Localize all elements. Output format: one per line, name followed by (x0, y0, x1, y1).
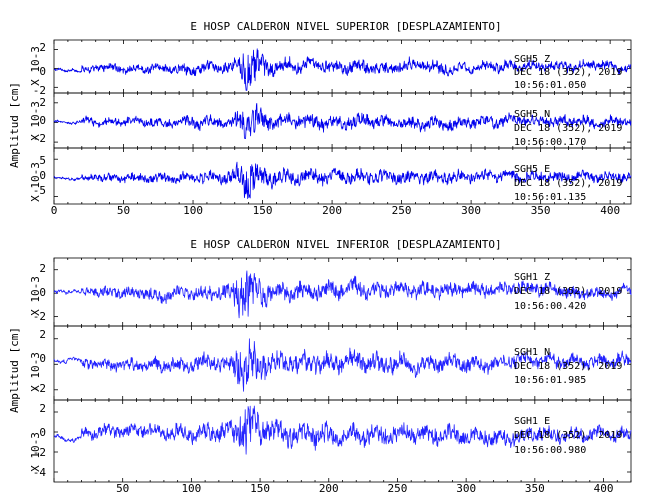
station-label: SGH1 N (514, 347, 550, 358)
time-label: 10:56:01.985 (514, 375, 586, 386)
x-tick-label: 300 (461, 204, 481, 217)
x-tick-label: 150 (250, 482, 270, 495)
x-tick-label: 50 (116, 482, 129, 495)
station-label: SGH5 N (514, 109, 550, 120)
x-tick-label: 350 (525, 482, 545, 495)
y-tick-label: -2 (33, 446, 46, 459)
y-tick-label: -2 (33, 84, 46, 97)
time-label: 10:56:01.050 (514, 80, 586, 91)
x-axis-top: 0 50 100 150 200 250 300 350 400 (51, 204, 620, 217)
date-label: DEC 18 (352), 2019 (514, 361, 622, 372)
y-tick-label: -4 (33, 466, 47, 479)
date-label: DEC 18 (352), 2019 (514, 67, 622, 78)
station-label: SGH5 E (514, 164, 550, 175)
y-tick-label: 0 (39, 286, 46, 299)
y-tick-label: 2 (39, 402, 46, 415)
y-tick-label: 2 (39, 262, 46, 275)
tick-marks (53, 400, 632, 482)
scale-label: X 10-3 (29, 432, 42, 472)
chart-title-top: E HOSP CALDERON NIVEL SUPERIOR [DESPLAZA… (190, 20, 501, 33)
x-tick-label: 150 (253, 204, 273, 217)
tick-marks (53, 148, 631, 204)
x-tick-label: 200 (322, 204, 342, 217)
time-label: 10:56:00.980 (514, 445, 586, 456)
scale-label: X 10-3 (29, 46, 42, 86)
x-tick-label: 250 (388, 482, 408, 495)
station-label: SGH1 Z (514, 272, 550, 283)
chart-top: E HOSP CALDERON NIVEL SUPERIOR [DESPLAZA… (8, 20, 632, 217)
y-tick-label: 0 (39, 65, 46, 78)
y-tick-label: -2 (33, 382, 46, 395)
panel-sgh5-n: X 10-3 2 0 -2 SGH5 N DEC 18 (352), 2019 … (29, 92, 632, 149)
x-tick-label: 0 (51, 204, 58, 217)
y-tick-label: -2 (33, 132, 46, 145)
panel-sgh5-z: X 10-3 2 0 -2 SGH5 Z DEC 18 (352), 2019 … (29, 39, 632, 97)
scale-label: X 10-3 (29, 101, 42, 141)
x-tick-label: 250 (392, 204, 412, 217)
time-label: 10:56:00.170 (514, 137, 586, 148)
scale-label: X 10-3 (29, 352, 42, 392)
y-tick-label: 2 (39, 41, 46, 54)
station-label: SGH5 Z (514, 54, 550, 65)
scale-label: X 10-3 (29, 276, 42, 316)
waveform-trace-sgh1-z (53, 270, 632, 319)
y-tick-label: 0 (39, 114, 46, 127)
x-tick-label: 200 (319, 482, 339, 495)
x-tick-label: 100 (181, 482, 201, 495)
x-axis-bottom: 50 100 150 200 250 300 350 400 (116, 482, 613, 495)
x-tick-label: 300 (456, 482, 476, 495)
chart-bottom: E HOSP CALDERON NIVEL INFERIOR [DESPLAZA… (8, 238, 632, 495)
x-tick-label: 50 (117, 204, 130, 217)
date-label: DEC 18 (352), 2019 (514, 178, 622, 189)
panel-sgh1-n: X 10-3 2 0 -2 SGH1 N DEC 18 (352), 2019 … (29, 325, 632, 401)
scale-label: X 10-3 (29, 162, 42, 202)
panel-frame (53, 399, 632, 483)
panel-sgh1-e: X 10-3 2 0 -2 -4 SGH1 E DEC 18 (352), 20… (29, 399, 632, 483)
x-tick-label: 400 (600, 204, 620, 217)
x-tick-label: 400 (594, 482, 614, 495)
time-label: 10:56:01.135 (514, 192, 586, 203)
time-label: 10:56:00.420 (514, 301, 586, 312)
tick-marks (53, 258, 632, 326)
y-tick-label: -5 (33, 184, 46, 197)
waveform-trace-sgh5-z (53, 48, 632, 91)
panel-sgh5-e: X 10-3 5 0 -5 SGH5 E DEC 18 (352), 2019 … (29, 147, 632, 205)
date-label: DEC 18 (352), 2019 (514, 123, 622, 134)
y-tick-label: 2 (39, 96, 46, 109)
x-tick-label: 100 (183, 204, 203, 217)
y-axis-label-bottom: Amplitud [cm] (8, 327, 21, 413)
x-tick-label: 350 (531, 204, 551, 217)
waveform-trace-sgh5-e (53, 161, 632, 200)
y-tick-label: 5 (39, 154, 46, 167)
y-tick-label: -2 (33, 310, 46, 323)
waveform-trace-sgh1-n (53, 338, 632, 392)
y-tick-label: 0 (39, 169, 46, 182)
date-label: DEC 18 (352), 2019 (514, 430, 622, 441)
y-tick-label: 0 (39, 426, 46, 439)
y-axis-label-top: Amplitud [cm] (8, 82, 21, 168)
chart-title-bottom: E HOSP CALDERON NIVEL INFERIOR [DESPLAZA… (190, 238, 501, 251)
station-label: SGH1 E (514, 416, 550, 427)
panel-sgh1-z: X 10-3 2 0 -2 SGH1 Z DEC 18 (352), 2019 … (29, 257, 632, 327)
waveform-trace-sgh1-e (53, 405, 632, 455)
date-label: DEC 18 (352), 2019 (514, 286, 622, 297)
y-tick-label: 0 (39, 352, 46, 365)
y-tick-label: 2 (39, 328, 46, 341)
waveform-trace-sgh5-n (53, 103, 632, 139)
